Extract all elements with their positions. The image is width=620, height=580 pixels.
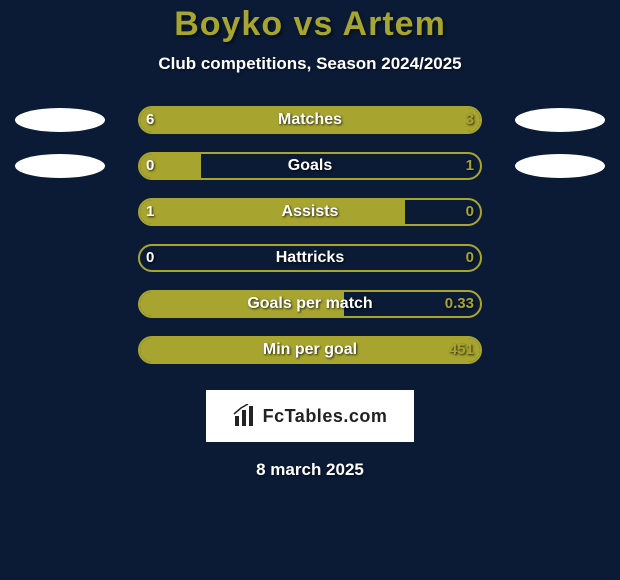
- player-left-pill: [15, 154, 105, 178]
- player-right-pill: [515, 154, 605, 178]
- fctables-logo[interactable]: FcTables.com: [206, 390, 414, 442]
- subtitle: Club competitions, Season 2024/2025: [0, 54, 620, 74]
- date-label: 8 march 2025: [0, 460, 620, 480]
- stat-bar-left-fill: [140, 154, 201, 178]
- stat-row: Assists10: [0, 194, 620, 240]
- logo-text: FcTables.com: [263, 406, 388, 427]
- stat-rows: Matches63Goals01Assists10Hattricks00Goal…: [0, 102, 620, 378]
- stat-row: Hattricks00: [0, 240, 620, 286]
- stat-row: Matches63: [0, 102, 620, 148]
- stat-bar: [138, 244, 482, 272]
- stat-row: Goals01: [0, 148, 620, 194]
- stat-bar-left-fill: [140, 292, 344, 316]
- stat-bar: [138, 106, 482, 134]
- stat-bar-left-fill: [140, 200, 405, 224]
- bar-chart-icon: [233, 404, 257, 428]
- stat-row: Min per goal451: [0, 332, 620, 378]
- stat-bar-left-fill: [140, 108, 367, 132]
- player-left-pill: [15, 108, 105, 132]
- stat-bar-left-fill: [140, 338, 480, 362]
- stat-bar: [138, 152, 482, 180]
- stat-bar-right-fill: [367, 108, 480, 132]
- stat-bar: [138, 336, 482, 364]
- stat-row: Goals per match0.33: [0, 286, 620, 332]
- stat-bar: [138, 290, 482, 318]
- stat-bar: [138, 198, 482, 226]
- comparison-card: Boyko vs Artem Club competitions, Season…: [0, 0, 620, 580]
- player-right-pill: [515, 108, 605, 132]
- page-title: Boyko vs Artem: [0, 5, 620, 44]
